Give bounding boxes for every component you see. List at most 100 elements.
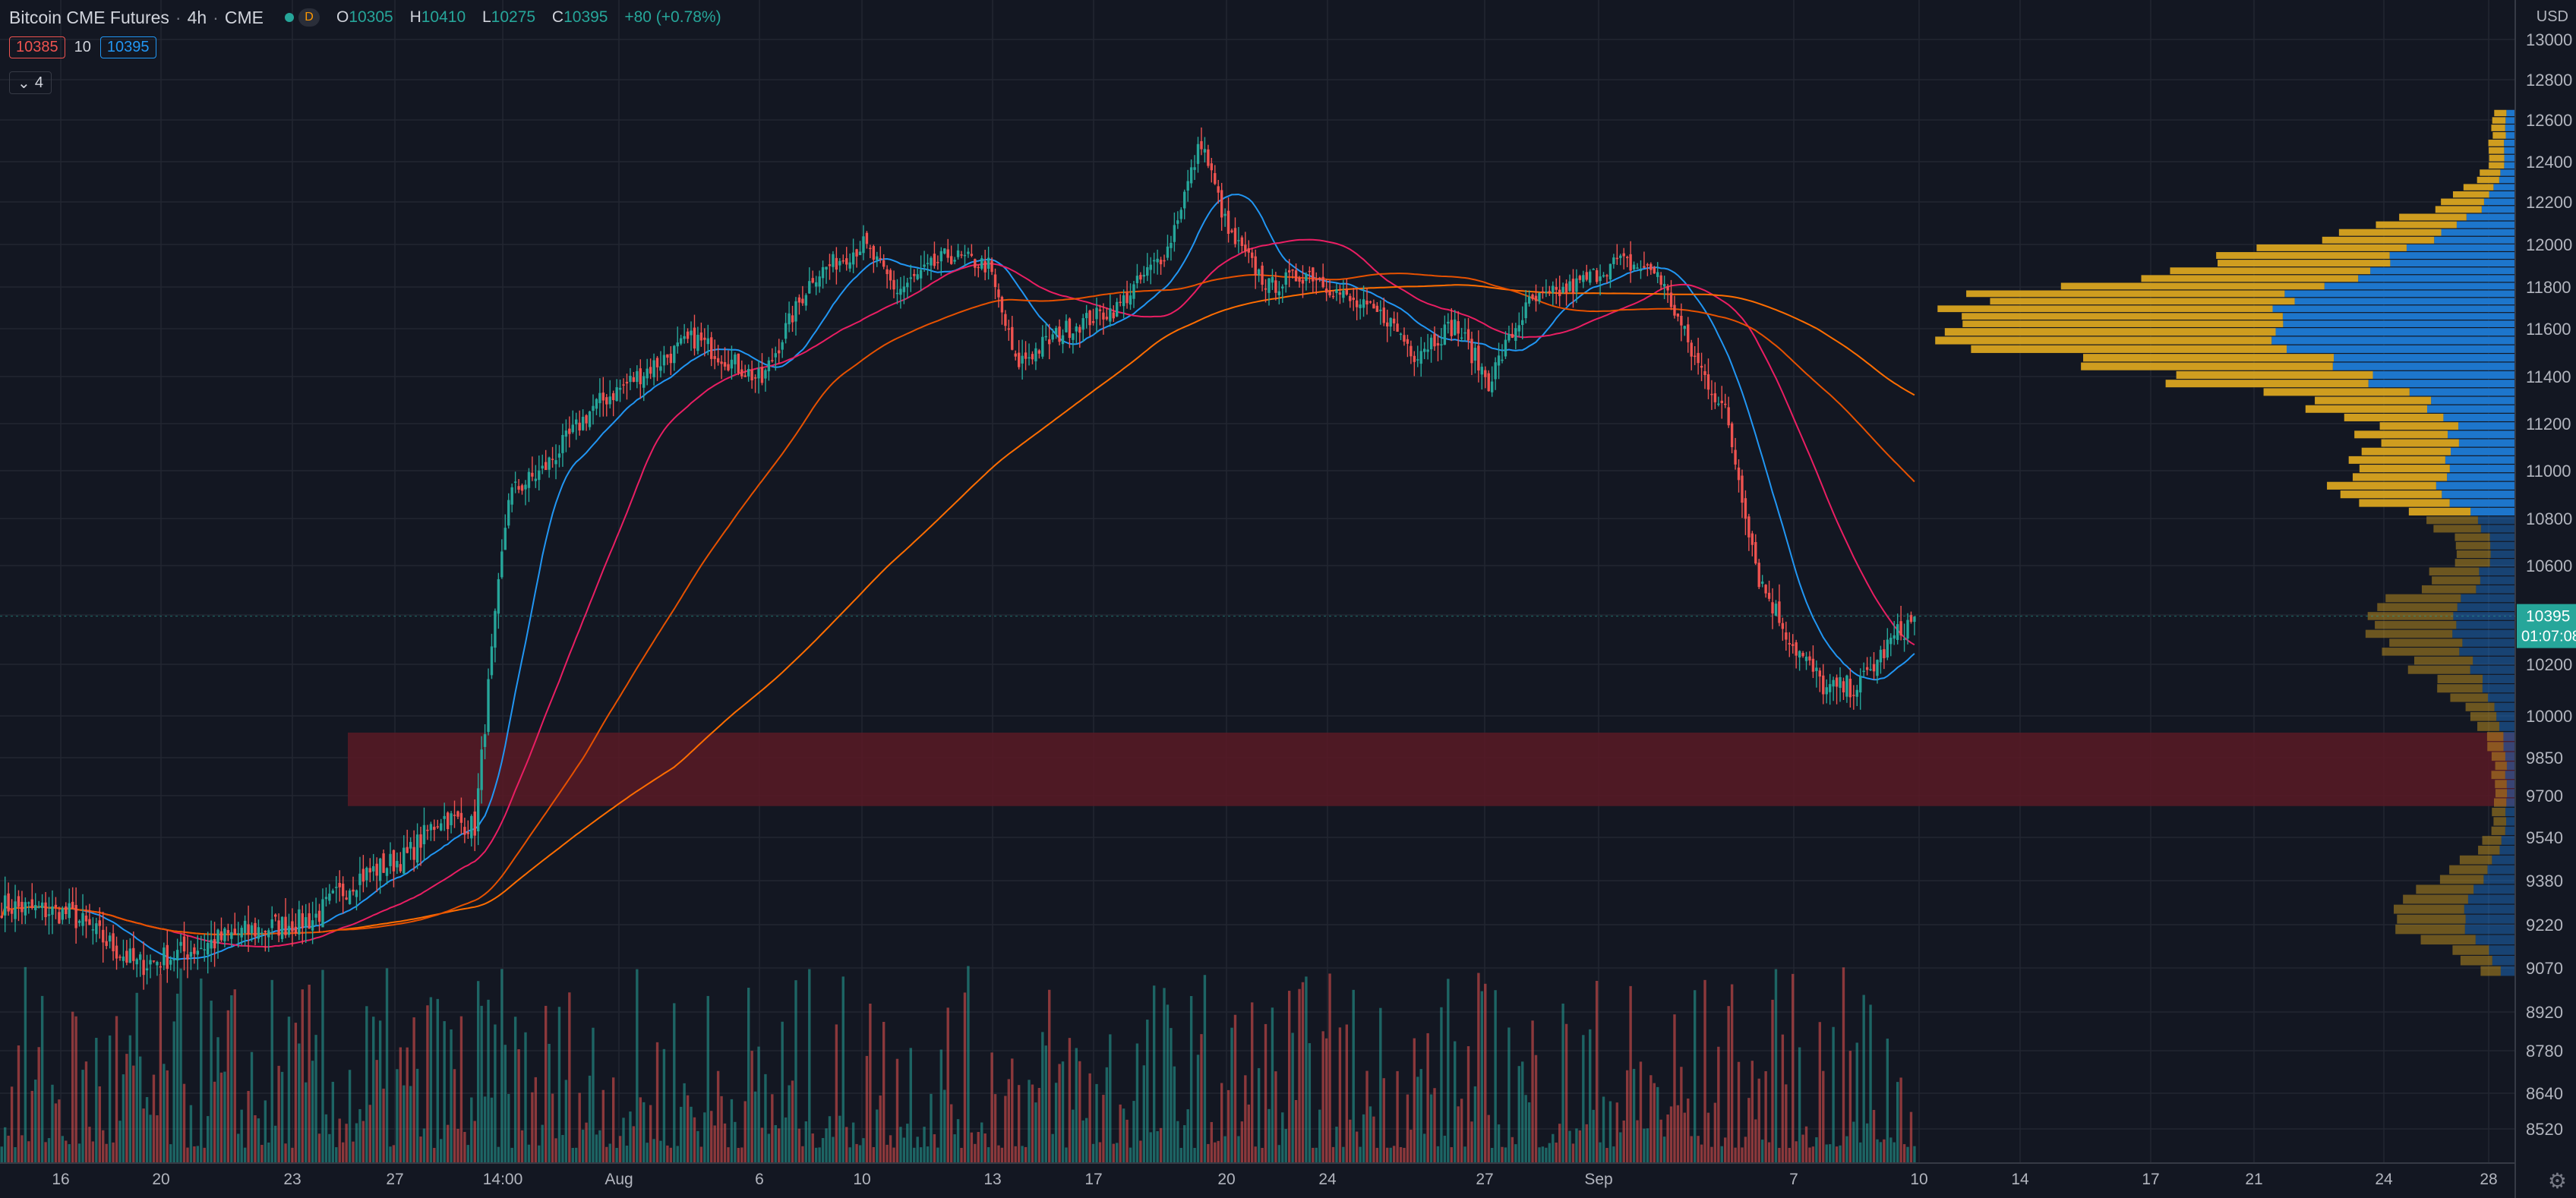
volume-bar [1305,976,1308,1163]
volume-bar [1781,1034,1785,1163]
volume-bar [1646,1128,1649,1163]
volume-bar [1051,1133,1054,1163]
volume-bar [77,1143,81,1163]
volume-profile-up-bar [2489,533,2515,541]
candle-body [1477,345,1480,370]
candle-body [1720,400,1723,404]
symbol-name[interactable]: Bitcoin CME Futures [9,7,169,27]
volume-bar [1447,979,1450,1163]
volume-bar [750,1051,753,1163]
candle-body [1328,291,1331,296]
volume-bar [1146,1020,1149,1163]
volume-profile-up-bar [2489,945,2515,955]
candle-body [446,812,450,830]
volume-bar [993,1094,997,1163]
volume-bar [1754,1119,1757,1163]
candle-body [1362,299,1365,308]
volume-bar [1382,1078,1385,1163]
candle-body [1558,289,1561,297]
volume-bar [933,1134,936,1163]
volume-bar [1649,1075,1653,1163]
buy-price-button[interactable]: 10395 [99,36,156,58]
volume-bar [1072,1109,1075,1163]
candle-body [1298,278,1301,282]
volume-profile-up-bar [2324,282,2515,290]
candle-body [1399,333,1403,336]
volume-bar [794,980,797,1163]
candle-body [1342,290,1345,298]
volume-profile-down-bar [2315,396,2432,405]
volume-bar [483,1096,487,1163]
volume-bar [629,1111,632,1163]
volume-bar [1112,1143,1115,1163]
candle-body [1886,639,1889,658]
volume-bar [1605,1147,1608,1163]
candle-body [1909,615,1913,623]
volume-bar [1785,1084,1788,1163]
candle-body [1078,326,1081,333]
delayed-data-badge[interactable]: D [298,8,320,27]
volume-profile-down-bar [2491,125,2505,131]
volume-bar [490,1097,494,1163]
candle-body [879,257,882,260]
volume-bar [1744,1137,1747,1163]
volume-bar [1460,1099,1463,1163]
candle-body [1795,642,1798,656]
volume-bar [169,1144,172,1163]
volume-bar [1105,1067,1109,1163]
candle-body [848,262,851,269]
volume-profile-down-bar [2365,629,2453,638]
volume-bar [358,1108,361,1163]
volume-bar [1220,1083,1223,1163]
candle-body [673,345,676,364]
volume-bar [734,1121,737,1163]
volume-bar [352,1141,355,1163]
volume-bar [1159,1127,1163,1163]
candle-body [1906,619,1909,639]
candle-body [1179,210,1182,219]
volume-bar [960,1147,963,1163]
gear-icon[interactable]: ⚙ [2547,1169,2567,1193]
volume-bar [1429,1094,1433,1163]
volume-profile-up-bar [2504,147,2515,154]
symbol-legend[interactable]: Bitcoin CME Futures · 4h · CME D O10305 … [9,5,734,30]
volume-bar [1727,1006,1730,1163]
candle-body [747,369,750,377]
candle-body [1534,295,1538,301]
candle-body [284,916,287,935]
candle-body [422,824,426,844]
volume-bar [21,1135,24,1163]
indicators-toggle[interactable]: ⌄ 4 [9,71,52,94]
volume-bar [855,1143,858,1163]
volume-bar [1862,995,1865,1163]
volume-profile-down-bar [1944,328,2276,336]
sell-price-button[interactable]: 10385 [9,36,65,58]
candle-body [1785,632,1788,640]
candle-body [1072,333,1075,340]
bid-ask-bar: 10385 10 10395 [9,36,156,58]
volume-bar [666,1145,669,1163]
interval-label[interactable]: 4h [187,7,207,27]
volume-bar [440,1139,443,1163]
candle-body [1639,270,1643,272]
volume-bar [832,1137,835,1163]
candle-body [1203,149,1207,153]
volume-bar [1129,1147,1132,1163]
volume-bar [1368,1106,1372,1163]
volume-bar [557,1007,561,1163]
volume-bar [1084,1118,1088,1163]
market-status-icon[interactable] [284,13,294,22]
candle-body [1315,279,1318,281]
volume-bar [361,1121,365,1163]
volume-profile-down-bar [2377,603,2458,611]
candle-body [40,902,44,909]
volume-profile-down-bar [2375,620,2457,629]
volume-bar [348,1070,352,1163]
volume-bar [949,1104,953,1163]
volume-bar [240,1109,243,1163]
volume-profile-up-bar [2390,260,2515,267]
volume-profile-down-bar [2454,559,2490,567]
volume-bar [54,1103,58,1163]
